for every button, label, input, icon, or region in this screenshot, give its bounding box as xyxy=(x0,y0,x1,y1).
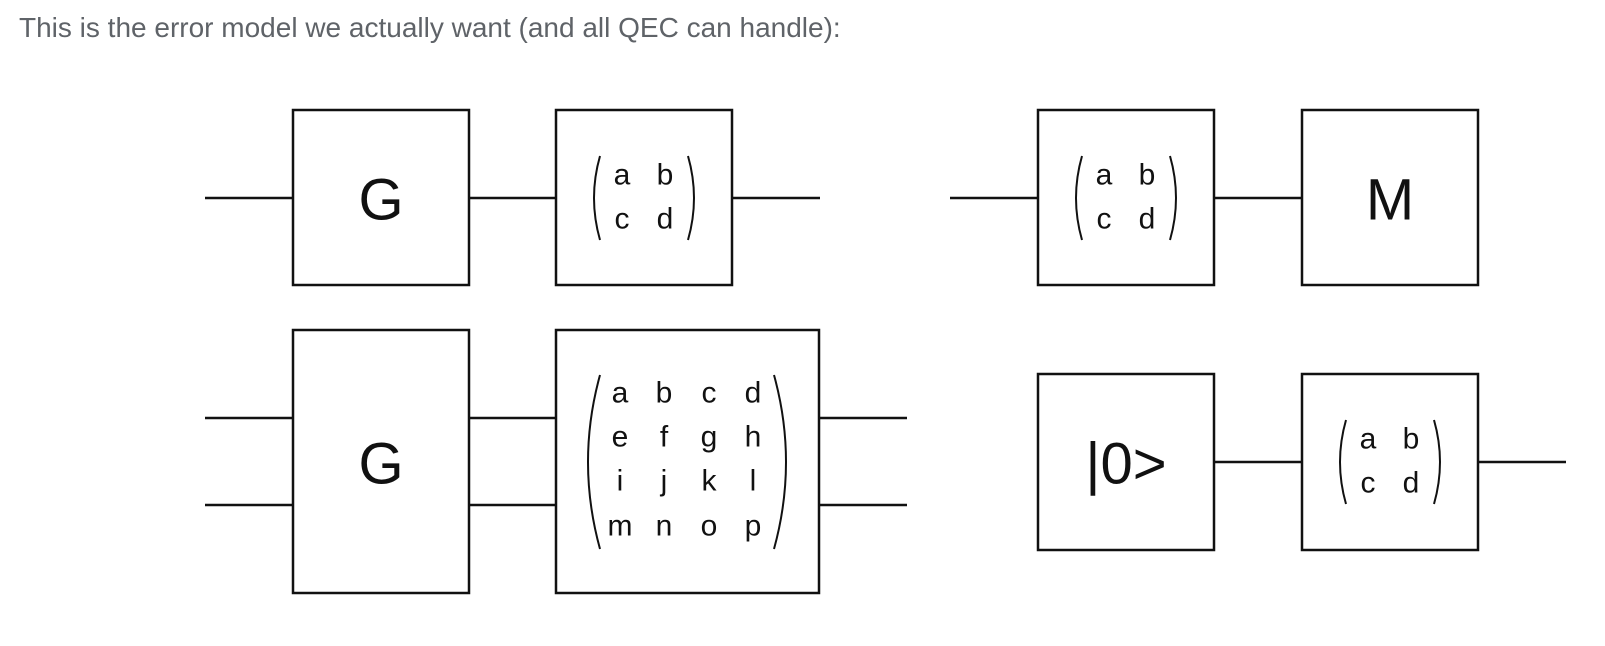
gate-label: G xyxy=(358,168,403,233)
measurement-label: M xyxy=(1366,168,1414,233)
matrix-entry: k xyxy=(702,465,718,498)
right-paren xyxy=(1433,419,1441,505)
error-matrix: a b c d e f g h i j k l m n o p xyxy=(587,374,787,550)
error-matrix-box xyxy=(1036,108,1216,287)
caption-text: This is the error model we actually want… xyxy=(19,12,841,43)
error-matrix-box xyxy=(554,108,734,287)
matrix-entry: a xyxy=(1360,423,1377,456)
matrix-entry: a xyxy=(1096,159,1113,192)
single-gate-circuit: G a b c d xyxy=(205,108,820,287)
preparation-label: |0> xyxy=(1085,432,1166,497)
left-paren xyxy=(1075,155,1083,241)
matrix-entry: a xyxy=(614,159,631,192)
matrix-entry: b xyxy=(656,377,673,410)
matrix-entry: f xyxy=(660,421,669,454)
matrix-entry: c xyxy=(1361,467,1376,500)
gate-box xyxy=(291,108,471,287)
matrix-entry: j xyxy=(660,465,668,498)
matrix-entry: b xyxy=(657,159,674,192)
error-matrix: a b c d xyxy=(1075,155,1177,241)
matrix-entry: d xyxy=(1139,203,1156,236)
left-paren xyxy=(1339,419,1347,505)
matrix-entry: e xyxy=(612,421,629,454)
left-paren xyxy=(587,374,601,550)
right-paren xyxy=(687,155,695,241)
matrix-entry: b xyxy=(1403,423,1420,456)
matrix-entry: a xyxy=(612,377,629,410)
matrix-entry: m xyxy=(608,510,633,543)
matrix-entry: p xyxy=(745,510,762,543)
matrix-entry: b xyxy=(1139,159,1156,192)
measurement-box xyxy=(1300,108,1480,287)
right-paren xyxy=(773,374,787,550)
error-matrix: a b c d xyxy=(593,155,695,241)
gate-label: G xyxy=(358,432,403,497)
error-matrix: a b c d xyxy=(1339,419,1441,505)
matrix-entry: c xyxy=(702,377,717,410)
matrix-entry: o xyxy=(701,510,718,543)
matrix-entry: c xyxy=(615,203,630,236)
gate-box xyxy=(291,328,471,595)
error-matrix-box xyxy=(1300,372,1480,552)
matrix-entry: i xyxy=(617,465,624,498)
right-paren xyxy=(1169,155,1177,241)
matrix-entry: h xyxy=(745,421,762,454)
matrix-entry: n xyxy=(656,510,673,543)
matrix-entry: l xyxy=(750,465,757,498)
preparation-circuit: |0> a b c d xyxy=(1036,372,1566,552)
matrix-entry: d xyxy=(657,203,674,236)
matrix-entry: c xyxy=(1097,203,1112,236)
matrix-entry: g xyxy=(701,421,718,454)
two-qubit-gate-circuit: G a b c d e f g h i j k l m n o xyxy=(205,328,907,595)
measurement-circuit: a b c d M xyxy=(950,108,1480,287)
left-paren xyxy=(593,155,601,241)
matrix-entry: d xyxy=(1403,467,1420,500)
matrix-entry: d xyxy=(745,377,762,410)
error-matrix-box xyxy=(554,328,821,595)
